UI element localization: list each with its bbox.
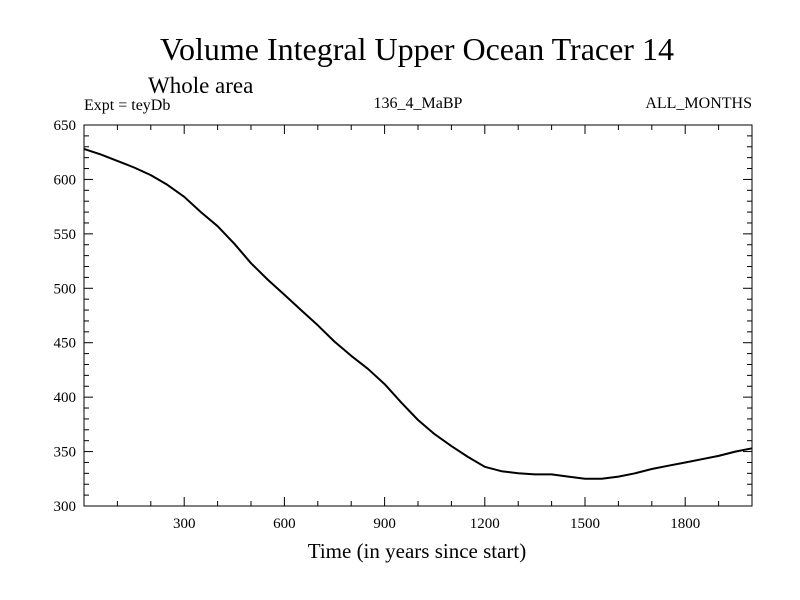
y-tick-label: 500 [54,281,77,297]
y-tick-label: 650 [54,118,77,134]
period-label: 136_4_MaBP [374,95,463,112]
y-tick-label: 350 [54,445,77,461]
chart-subtitle: Whole area [148,73,253,98]
x-axis-label: Time (in years since start) [308,539,527,563]
axis-tick-labels: 300 600 900 1200 1500 1800 300 350 400 450 500 550 6… [54,118,701,532]
plot-frame [83,124,753,507]
chart-title: Volume Integral Upper Ocean Tracer 14 [160,31,674,67]
data-series [83,147,753,480]
plot-axes [83,124,753,507]
x-tick-label: 900 [373,516,396,532]
x-tick-label: 1800 [670,516,700,532]
y-tick-label: 300 [54,499,77,515]
y-tick-label: 600 [54,172,77,188]
x-tick-label: 1500 [570,516,600,532]
x-tick-label: 300 [173,516,196,532]
y-tick-label: 400 [54,390,77,406]
x-tick-label: 600 [273,516,296,532]
x-tick-label: 1200 [470,516,500,532]
series-line [83,147,753,480]
y-tick-label: 550 [54,227,77,243]
experiment-label: Expt = teyDb [84,97,170,114]
axis-ticks [84,125,752,506]
y-tick-label: 450 [54,336,77,352]
months-label: ALL_MONTHS [645,95,752,112]
